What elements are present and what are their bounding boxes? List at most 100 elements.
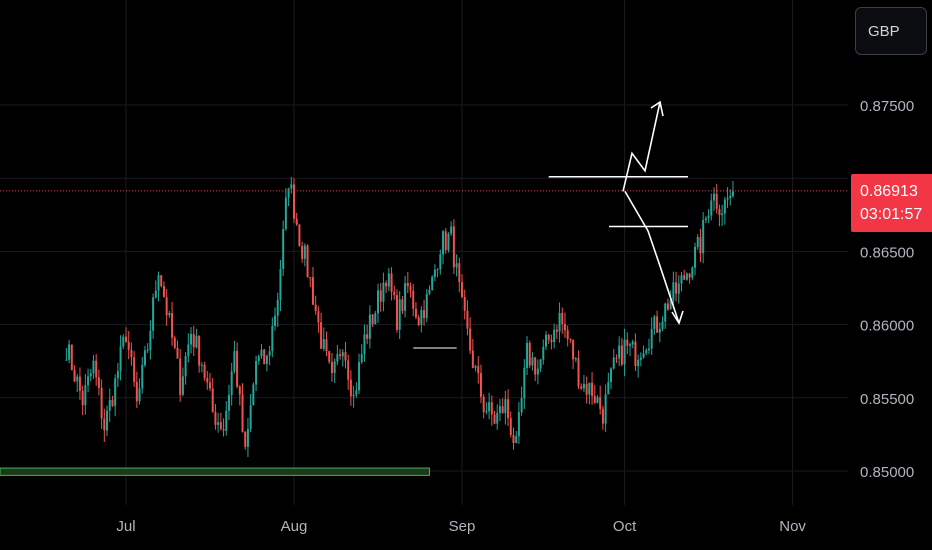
candle-body xyxy=(76,376,79,382)
candle-body xyxy=(691,267,694,278)
candle-body xyxy=(431,276,434,291)
candle-body xyxy=(149,330,152,350)
candle-body xyxy=(523,367,526,398)
candle-body xyxy=(81,390,84,406)
candle-body xyxy=(173,337,176,348)
candle-body xyxy=(479,373,482,397)
x-tick-label: Nov xyxy=(779,518,806,535)
candle-body xyxy=(268,351,271,356)
candle-body xyxy=(65,359,68,361)
candle-body xyxy=(382,282,385,302)
candle-body xyxy=(615,357,618,359)
candle-body xyxy=(330,361,333,374)
candle-body xyxy=(680,275,683,284)
candle-body xyxy=(263,349,266,364)
candle-body xyxy=(723,199,726,214)
candle-body xyxy=(260,349,263,357)
demand-zone xyxy=(0,467,430,476)
candle-body xyxy=(146,349,149,351)
candle-body xyxy=(729,195,732,198)
candle-body xyxy=(73,370,76,382)
candle-body xyxy=(271,325,274,352)
candle-body xyxy=(225,410,228,431)
candle-body xyxy=(114,378,117,406)
candle-body xyxy=(290,184,293,189)
currency-button[interactable]: GBP xyxy=(855,7,927,55)
candle-body xyxy=(477,366,480,374)
candle-body xyxy=(366,334,369,339)
chart-grid xyxy=(0,0,848,505)
candle-body xyxy=(252,384,255,406)
candle-body xyxy=(563,324,566,331)
candle-body xyxy=(68,344,71,360)
candle-body xyxy=(244,431,247,447)
candle-body xyxy=(417,317,420,325)
candle-body xyxy=(612,357,615,369)
candle-body xyxy=(360,354,363,363)
y-tick-label: 0.86000 xyxy=(860,318,914,335)
candle-body xyxy=(377,290,380,314)
candle-body xyxy=(393,291,396,296)
candle-body xyxy=(379,290,382,302)
candle-body xyxy=(726,197,729,200)
candle-body xyxy=(718,208,721,215)
candle-body xyxy=(634,341,637,367)
candle-body xyxy=(688,273,691,278)
candle-body xyxy=(707,215,710,219)
candle-body xyxy=(306,245,309,278)
candle-body xyxy=(444,231,447,251)
candle-body xyxy=(100,387,103,419)
candle-body xyxy=(184,355,187,377)
candle-body xyxy=(452,226,455,268)
candle-body xyxy=(214,412,217,425)
candle-body xyxy=(423,310,426,319)
candle-body xyxy=(582,383,585,389)
candle-body xyxy=(558,312,561,332)
candle-body xyxy=(485,411,488,413)
bar-countdown: 03:01:57 xyxy=(860,206,923,223)
y-tick-label: 0.85000 xyxy=(860,464,914,481)
candle-body xyxy=(78,376,81,391)
candle-body xyxy=(696,237,699,247)
candle-body xyxy=(358,362,361,391)
candle-body xyxy=(715,193,718,209)
candle-body xyxy=(176,347,179,359)
candle-body xyxy=(574,358,577,360)
candle-body xyxy=(620,345,623,365)
candle-body xyxy=(704,218,707,221)
candle-body xyxy=(295,218,298,225)
candle-body xyxy=(301,245,304,259)
candle-body xyxy=(284,197,287,229)
candle-body xyxy=(509,418,512,436)
candle-body xyxy=(152,297,155,331)
candle-body xyxy=(493,414,496,424)
y-tick-label: 0.87500 xyxy=(860,98,914,115)
candle-body xyxy=(664,303,667,322)
candle-body xyxy=(160,275,163,287)
candle-body xyxy=(553,329,556,342)
bullish-arrowhead xyxy=(650,100,664,117)
candle-body xyxy=(542,346,545,360)
candle-body xyxy=(409,286,412,291)
candle-body xyxy=(412,290,415,309)
candle-body xyxy=(661,321,664,329)
candle-body xyxy=(580,386,583,389)
candle-body xyxy=(629,344,632,346)
candle-body xyxy=(466,310,469,329)
candle-body xyxy=(555,329,558,332)
candle-body xyxy=(206,378,209,383)
candle-body xyxy=(195,335,198,348)
candle-body xyxy=(127,341,130,350)
candle-body xyxy=(675,282,678,294)
candle-body xyxy=(572,339,575,360)
candle-body xyxy=(637,359,640,367)
candle-body xyxy=(404,282,407,311)
candle-body xyxy=(647,348,650,351)
candle-body xyxy=(618,345,621,359)
candle-body xyxy=(531,357,534,366)
candle-body xyxy=(89,373,92,377)
x-tick-label: Aug xyxy=(281,518,308,535)
candle-body xyxy=(276,299,279,316)
candle-body xyxy=(241,394,244,432)
